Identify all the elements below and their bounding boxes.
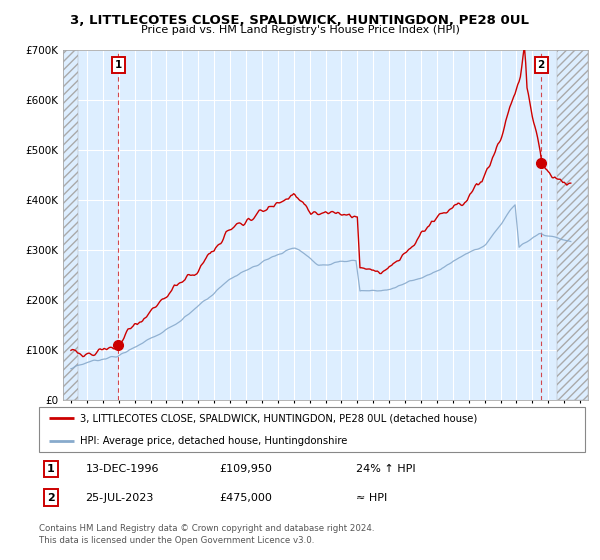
Text: Contains HM Land Registry data © Crown copyright and database right 2024.: Contains HM Land Registry data © Crown c… bbox=[39, 524, 374, 533]
Text: Price paid vs. HM Land Registry's House Price Index (HPI): Price paid vs. HM Land Registry's House … bbox=[140, 25, 460, 35]
Bar bbox=[63, 50, 77, 400]
Text: 1: 1 bbox=[115, 60, 122, 71]
Text: 2: 2 bbox=[538, 60, 545, 71]
Text: 24% ↑ HPI: 24% ↑ HPI bbox=[356, 464, 415, 474]
Bar bbox=[557, 50, 588, 400]
Text: ≈ HPI: ≈ HPI bbox=[356, 493, 387, 502]
Text: HPI: Average price, detached house, Huntingdonshire: HPI: Average price, detached house, Hunt… bbox=[80, 436, 347, 446]
Text: 3, LITTLECOTES CLOSE, SPALDWICK, HUNTINGDON, PE28 0UL (detached house): 3, LITTLECOTES CLOSE, SPALDWICK, HUNTING… bbox=[80, 413, 477, 423]
Text: 25-JUL-2023: 25-JUL-2023 bbox=[85, 493, 154, 502]
FancyBboxPatch shape bbox=[39, 407, 585, 452]
Text: This data is licensed under the Open Government Licence v3.0.: This data is licensed under the Open Gov… bbox=[39, 536, 314, 545]
Text: 3, LITTLECOTES CLOSE, SPALDWICK, HUNTINGDON, PE28 0UL: 3, LITTLECOTES CLOSE, SPALDWICK, HUNTING… bbox=[71, 14, 530, 27]
Text: 13-DEC-1996: 13-DEC-1996 bbox=[85, 464, 159, 474]
Text: 2: 2 bbox=[47, 493, 55, 502]
Text: £475,000: £475,000 bbox=[219, 493, 272, 502]
Text: 1: 1 bbox=[47, 464, 55, 474]
Text: £109,950: £109,950 bbox=[219, 464, 272, 474]
